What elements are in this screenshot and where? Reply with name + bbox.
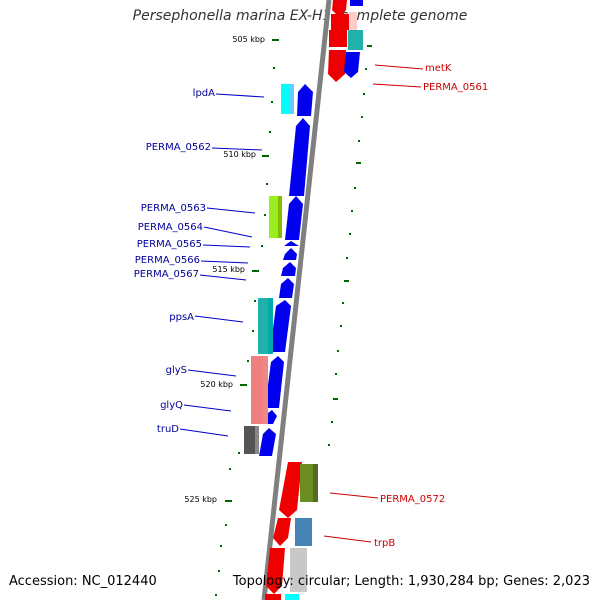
gene-label-perma-0561: PERMA_0561 [423,82,488,93]
left-leader-lines [179,93,265,437]
map-title: Persephonella marina EX-H1, complete gen… [132,8,468,24]
left-gene-labels: lpdA PERMA_0562 PERMA_0563 PERMA_0564 PE… [134,88,215,435]
topology-text: Topology: circular; Length: 1,930,284 bp… [232,574,590,589]
kbp-label-505: 505 kbp [232,35,265,44]
gene-label-perma-0564: PERMA_0564 [138,222,203,233]
gene-label-perma-0563: PERMA_0563 [141,203,206,214]
gene-label-perma-0572: PERMA_0572 [380,494,445,505]
gene-label-truD: truD [157,424,179,435]
gene-label-perma-0567: PERMA_0567 [134,269,199,280]
gene-label-ppsA: ppsA [169,312,194,323]
kbp-label-520: 520 kbp [200,380,233,389]
kbp-tick-marks [225,39,279,502]
gene-label-perma-0566: PERMA_0566 [135,255,200,266]
accession-text: Accession: NC_012440 [9,574,157,589]
outer-dot-track [328,45,372,446]
gene-label-glyS: glyS [166,365,187,376]
left-colored-genes [244,84,294,454]
right-gene-labels: metK PERMA_0561 PERMA_0572 trpB [374,63,488,549]
kbp-label-510: 510 kbp [223,150,256,159]
gene-label-lpdA: lpdA [193,88,215,99]
reverse-genes [259,84,313,456]
forward-genes-bottom [265,462,318,600]
gene-label-metK: metK [425,63,452,74]
gene-label-perma-0562: PERMA_0562 [146,142,211,153]
forward-genes-top [328,0,363,82]
gene-label-trpB: trpB [374,538,395,549]
kbp-label-525: 525 kbp [184,495,217,504]
kbp-label-515: 515 kbp [212,265,245,274]
genome-backbone [261,0,332,600]
gene-label-perma-0565: PERMA_0565 [137,239,202,250]
kbp-labels: 505 kbp 510 kbp 515 kbp 520 kbp 525 kbp [184,35,265,504]
gene-label-glyQ: glyQ [160,400,183,411]
right-leader-lines [323,64,424,543]
inner-dot-track [215,67,275,596]
